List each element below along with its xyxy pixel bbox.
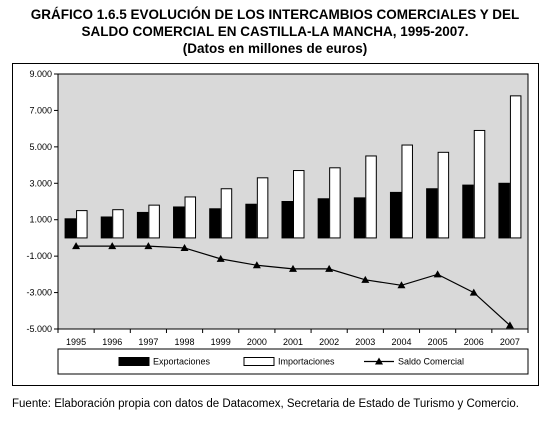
bar-importaciones [76, 210, 88, 239]
marker-saldo-comercial [108, 242, 117, 250]
y-tick-label: -1.000 [26, 251, 52, 261]
marker-saldo-comercial [180, 243, 189, 251]
title-line-2: SALDO COMERCIAL EN CASTILLA-LA MANCHA, 1… [81, 24, 469, 39]
marker-saldo-comercial [325, 264, 334, 272]
bar-exportaciones [100, 216, 113, 239]
x-tick-label: 2007 [500, 337, 520, 347]
bar-importaciones [220, 188, 233, 239]
bar-importaciones [148, 204, 160, 239]
marker-saldo-comercial [289, 264, 297, 272]
bar-exportaciones [353, 197, 366, 239]
legend-label-saldo-comercial: Saldo Comercial [398, 357, 464, 367]
y-tick-label: 7.000 [29, 105, 52, 115]
x-tick-label: 2004 [391, 337, 411, 347]
x-tick-label: 1998 [175, 337, 195, 347]
legend-label-exportaciones: Exportaciones [153, 357, 211, 367]
legend-label-importaciones: Importaciones [278, 357, 335, 367]
x-tick-label: 2002 [319, 337, 339, 347]
y-tick-label: -3.000 [26, 288, 52, 298]
bar-importaciones [365, 155, 377, 239]
bar-exportaciones [317, 198, 330, 239]
bar-importaciones [112, 209, 124, 239]
marker-saldo-comercial [72, 242, 81, 250]
marker-saldo-comercial [252, 261, 261, 269]
y-tick-label: 9.000 [29, 69, 52, 79]
bar-exportaciones [64, 218, 77, 239]
marker-saldo-comercial [433, 270, 442, 278]
bar-exportaciones [426, 188, 438, 239]
bar-importaciones [184, 196, 197, 239]
y-tick-label: -5.000 [26, 324, 52, 334]
bar-exportaciones [173, 206, 185, 239]
title-line-3: (Datos en millones de euros) [182, 41, 368, 56]
bar-importaciones [256, 177, 269, 239]
x-tick-label: 2005 [428, 337, 448, 347]
x-tick-label: 2001 [283, 337, 303, 347]
bar-importaciones [401, 144, 413, 239]
bar-importaciones [509, 95, 522, 239]
bar-importaciones [329, 167, 341, 239]
x-tick-label: 1999 [211, 337, 231, 347]
source-note: Fuente: Elaboración propia con datos de … [12, 398, 519, 410]
legend: Exportaciones Importaciones Saldo Comercia… [57, 348, 529, 375]
x-tick-label: 1997 [138, 337, 158, 347]
chart: 9.000 7.000 5.000 3.000 1.000 -1.000 -3.000 -5.… [26, 69, 529, 375]
y-tick-label: 1.000 [29, 215, 52, 225]
y-tick-label: 3.000 [29, 178, 52, 188]
legend-marker-saldo-comercial [375, 357, 383, 365]
bar-exportaciones [389, 191, 402, 239]
y-tick-label: 5.000 [29, 142, 52, 152]
bar-exportaciones [498, 182, 510, 239]
title-line-1: GRÁFICO 1.6.5 EVOLUCIÓN DE LOS INTERCAMB… [30, 7, 520, 22]
bar-importaciones [293, 170, 305, 239]
marker-saldo-comercial [144, 242, 153, 250]
bar-importaciones [437, 151, 450, 239]
x-tick-label: 1996 [102, 337, 122, 347]
bar-importaciones [473, 129, 486, 239]
marker-saldo-comercial [505, 321, 514, 329]
legend-swatch-importaciones [243, 357, 275, 366]
marker-saldo-comercial [469, 288, 478, 296]
bar-exportaciones [136, 211, 149, 239]
x-tick-label: 1995 [66, 337, 86, 347]
marker-saldo-comercial [397, 281, 406, 289]
x-tick-label: 2003 [355, 337, 375, 347]
chart-title: GRÁFICO 1.6.5 EVOLUCIÓN DE LOS INTERCAMB… [0, 6, 550, 57]
marker-saldo-comercial [216, 254, 225, 262]
x-tick-label: 2006 [464, 337, 484, 347]
bar-exportaciones [281, 201, 293, 239]
legend-swatch-exportaciones [118, 357, 150, 366]
bar-exportaciones [209, 208, 221, 239]
bar-exportaciones [245, 203, 257, 239]
marker-saldo-comercial [361, 275, 370, 283]
bar-exportaciones [462, 184, 474, 239]
x-tick-label: 2000 [247, 337, 267, 347]
